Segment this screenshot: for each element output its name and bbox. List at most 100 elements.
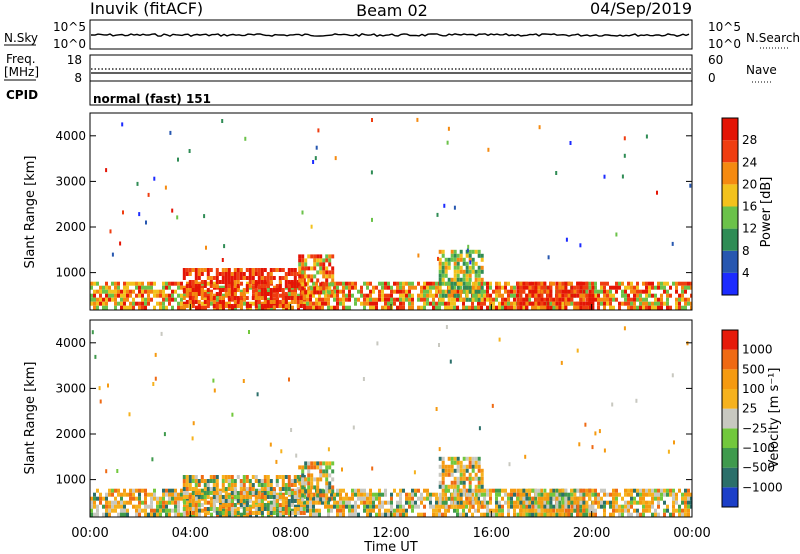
power-echo-cell [372, 305, 375, 310]
velocity-echo-cell [301, 473, 305, 478]
power-echo-cell [330, 293, 333, 298]
power-echo-cell [438, 265, 442, 270]
velocity-echo-cell [471, 500, 475, 505]
power-echo-cell [310, 266, 314, 271]
power-echo-cell [266, 304, 270, 308]
velocity-echo-cell [227, 483, 231, 487]
power-echo-cell [132, 289, 135, 294]
power-echo-cell [462, 257, 466, 262]
velocity-echo-cell [309, 488, 312, 493]
power-echo-cell [645, 305, 648, 310]
power-echo-cell [309, 305, 312, 310]
velocity-echo-cell [269, 507, 273, 511]
velocity-echo-cell [669, 492, 672, 497]
velocity-echo-cell [171, 492, 174, 497]
velocity-echo-cell [171, 500, 174, 505]
power-echo-cell [393, 281, 396, 286]
power-echo-cell [348, 293, 351, 298]
velocity-echo-cell [312, 500, 315, 505]
velocity-echo-cell [441, 496, 444, 501]
power-echo-cell [546, 301, 550, 306]
velocity-echo-cell [675, 508, 678, 513]
velocity-echo-cell [188, 507, 192, 511]
velocity-echo-cell [117, 488, 120, 493]
velocity-echo-cell [456, 504, 460, 509]
velocity-echo-cell [375, 492, 378, 497]
power-echo-cell [408, 281, 411, 286]
power-echo-cell [248, 276, 252, 280]
power-echo-cell [293, 268, 297, 272]
power-echo-cell [144, 285, 147, 290]
velocity-echo-cell [498, 492, 501, 497]
power-echo-cell [675, 297, 678, 302]
power-echo-cell [126, 289, 129, 294]
power-echo-cell [236, 284, 240, 288]
power-colorbar-tick: 4 [742, 266, 750, 280]
velocity-echo-cell [147, 492, 150, 497]
power-echo-cell [466, 248, 469, 253]
velocity-echo-cell [618, 492, 621, 497]
power-echo-cell [450, 253, 454, 258]
power-echo-cell [371, 217, 373, 222]
power-echo-cell [224, 292, 228, 296]
power-echo-cell [204, 305, 207, 310]
velocity-echo-cell [239, 483, 243, 487]
velocity-echo-cell [639, 488, 642, 493]
velocity-echo-cell [576, 512, 579, 517]
velocity-echo-cell [447, 484, 451, 489]
power-echo-cell [471, 261, 475, 266]
velocity-echo-cell [450, 504, 454, 509]
power-echo-cell [531, 305, 534, 310]
power-echo-cell [495, 281, 498, 286]
velocity-echo-cell [298, 465, 302, 470]
power-echo-cell [573, 289, 577, 294]
velocity-echo-cell [453, 480, 457, 485]
power-echo-cell [254, 296, 258, 300]
velocity-echo-cell [588, 508, 592, 513]
velocity-echo-cell [456, 460, 460, 465]
velocity-echo-cell [468, 456, 472, 461]
velocity-echo-cell [417, 512, 420, 517]
power-echo-cell [570, 293, 574, 298]
velocity-echo-cell [315, 496, 318, 501]
power-echo-cell [381, 285, 384, 290]
velocity-echo-cell [528, 512, 531, 517]
velocity-echo-cell [546, 500, 550, 505]
power-echo-cell [236, 268, 240, 272]
velocity-echo-cell [534, 488, 538, 493]
velocity-echo-cell [498, 500, 501, 505]
power-echo-cell [633, 301, 636, 306]
power-echo-cell [663, 289, 666, 294]
power-echo-cell [591, 281, 594, 286]
velocity-echo-cell [465, 456, 469, 461]
power-echo-cell [279, 293, 282, 298]
velocity-echo-cell [483, 488, 486, 493]
power-echo-cell [456, 281, 460, 286]
power-echo-cell [399, 305, 402, 310]
power-echo-cell [141, 305, 144, 310]
velocity-echo-cell [492, 488, 495, 493]
power-echo-cell [316, 270, 320, 275]
velocity-echo-cell [336, 512, 339, 517]
velocity-echo-cell [480, 484, 484, 489]
velocity-echo-cell [90, 504, 93, 509]
velocity-echo-cell [687, 492, 690, 497]
velocity-echo-cell [291, 508, 294, 513]
power-echo-cell [471, 269, 475, 274]
velocity-echo-cell [555, 504, 559, 509]
velocity-echo-cell [224, 511, 228, 515]
power-echo-cell [138, 285, 141, 290]
power-echo-cell [339, 281, 342, 286]
velocity-echo-cell [246, 500, 249, 505]
power-echo-cell [402, 305, 405, 310]
velocity-echo-cell [293, 511, 297, 515]
power-echo-cell [639, 293, 642, 298]
power-echo-cell [281, 276, 285, 280]
power-echo-cell [153, 281, 156, 286]
velocity-echo-cell [222, 508, 225, 513]
power-echo-cell [498, 285, 501, 290]
power-echo-cell [441, 277, 445, 282]
velocity-echo-cell [471, 456, 475, 461]
power-echo-cell [215, 284, 219, 288]
velocity-echo-cell [105, 508, 108, 513]
